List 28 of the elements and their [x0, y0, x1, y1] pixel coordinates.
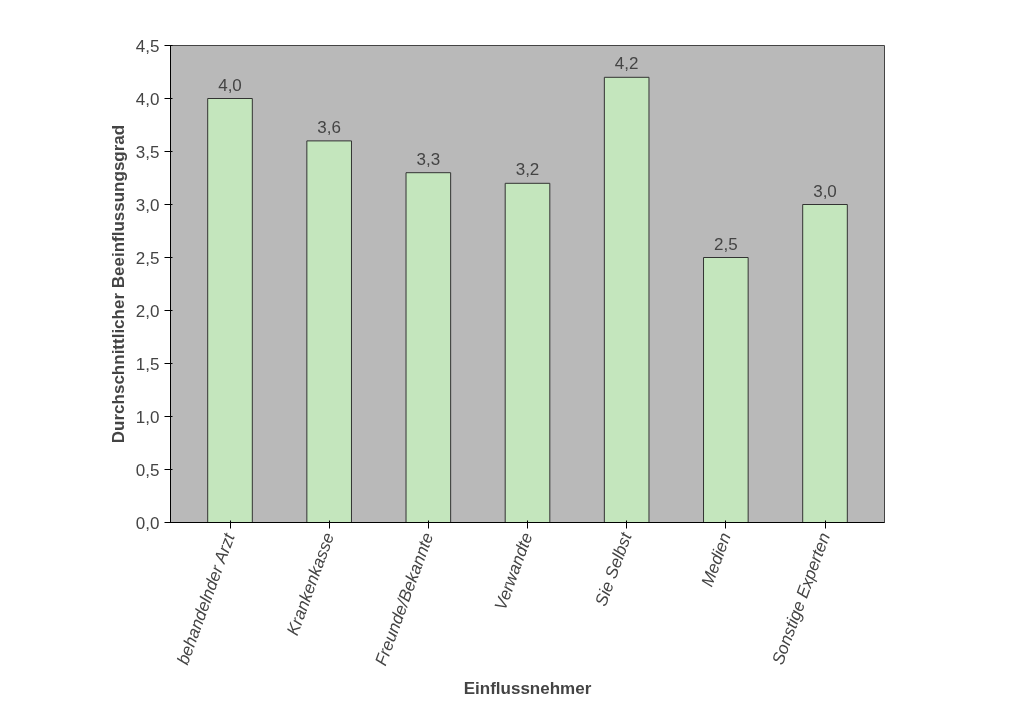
bar: [603, 76, 650, 523]
bar: [207, 98, 253, 523]
data-label: 4,2: [614, 54, 639, 74]
data-label: 3,6: [317, 117, 341, 137]
data-label: 3,2: [515, 160, 540, 180]
y-tick-label: 4,5: [135, 36, 160, 56]
bar: [703, 257, 749, 523]
y-tick-label: 1,5: [135, 354, 160, 374]
x-tick-label: Medien: [697, 530, 735, 590]
x-axis-title: Einflussnehmer: [463, 679, 592, 699]
bar: [802, 204, 848, 523]
y-tick-label: 3,5: [135, 142, 160, 162]
y-tick-label: 0,0: [135, 513, 160, 533]
y-tick-label: 4,0: [135, 89, 160, 109]
y-tick-label: 2,0: [135, 301, 160, 321]
data-label: 3,3: [416, 149, 441, 169]
y-tick-label: 3,0: [135, 195, 160, 215]
x-tick-label: Sie Selbst: [591, 529, 637, 609]
data-label: 3,0: [813, 181, 837, 201]
data-label: 2,5: [714, 234, 738, 254]
y-tick-label: 0,5: [135, 460, 160, 480]
bar: [504, 182, 551, 523]
y-axis-title: Durchschnittlicher Beeinflussungsgrad: [108, 124, 128, 444]
bar: [405, 172, 452, 523]
y-tick-label: 1,0: [135, 407, 160, 427]
y-tick-label: 2,5: [135, 248, 160, 268]
data-label: 4,0: [218, 75, 242, 95]
bar: [306, 140, 352, 523]
